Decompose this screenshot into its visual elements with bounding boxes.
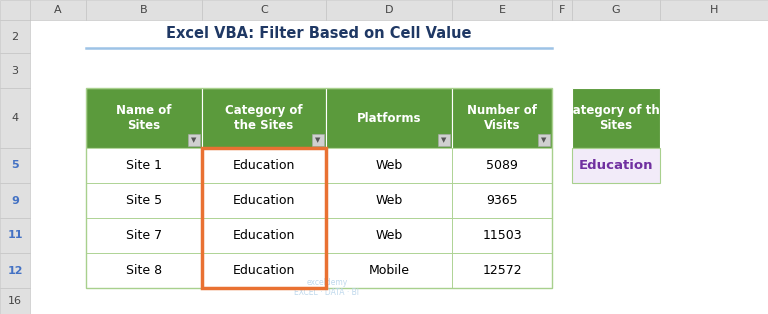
Text: Education: Education <box>233 194 295 207</box>
Text: Web: Web <box>376 229 402 242</box>
Text: Web: Web <box>376 194 402 207</box>
Bar <box>452 253 552 288</box>
Bar <box>0 53 30 88</box>
Bar <box>326 88 452 148</box>
Bar <box>452 183 552 218</box>
Bar <box>86 0 202 20</box>
Bar <box>326 218 452 253</box>
Bar <box>312 134 324 146</box>
Bar <box>326 0 452 20</box>
Bar <box>572 88 660 148</box>
Text: G: G <box>611 5 621 15</box>
Bar <box>660 0 768 20</box>
Bar <box>30 0 86 20</box>
Bar <box>0 20 30 53</box>
Text: Site 5: Site 5 <box>126 194 162 207</box>
Bar <box>188 134 200 146</box>
Text: Site 1: Site 1 <box>126 159 162 172</box>
Bar <box>0 218 30 253</box>
Text: 4: 4 <box>12 113 18 123</box>
Bar <box>452 0 552 20</box>
Bar <box>86 183 202 218</box>
Bar <box>202 253 326 288</box>
Text: F: F <box>559 5 565 15</box>
Text: C: C <box>260 5 268 15</box>
Bar <box>326 183 452 218</box>
Text: Excel VBA: Filter Based on Cell Value: Excel VBA: Filter Based on Cell Value <box>166 26 472 41</box>
Bar <box>86 218 202 253</box>
Text: H: H <box>710 5 718 15</box>
Text: ▼: ▼ <box>442 137 447 143</box>
Text: Number of
Visits: Number of Visits <box>467 104 537 132</box>
Text: 12: 12 <box>7 266 23 275</box>
Text: ▼: ▼ <box>541 137 547 143</box>
Bar <box>0 148 30 183</box>
Text: Name of
Sites: Name of Sites <box>116 104 172 132</box>
Bar <box>202 183 326 218</box>
Text: Mobile: Mobile <box>369 264 409 277</box>
Bar <box>572 148 660 183</box>
Text: Education: Education <box>579 159 654 172</box>
Bar <box>202 148 326 183</box>
Bar <box>86 88 202 148</box>
Text: 11503: 11503 <box>482 229 521 242</box>
Bar <box>326 148 452 183</box>
Bar <box>86 88 552 288</box>
Bar <box>452 218 552 253</box>
Text: 3: 3 <box>12 66 18 75</box>
Bar <box>0 253 30 288</box>
Bar <box>572 0 660 20</box>
Bar <box>202 88 326 148</box>
Text: ▼: ▼ <box>191 137 197 143</box>
Bar <box>0 88 30 148</box>
Text: Category of the
Sites: Category of the Sites <box>564 104 668 132</box>
Text: D: D <box>385 5 393 15</box>
Bar <box>452 148 552 183</box>
Text: Education: Education <box>233 264 295 277</box>
Bar <box>202 0 326 20</box>
Bar <box>438 134 450 146</box>
Bar <box>326 253 452 288</box>
Text: B: B <box>141 5 147 15</box>
Bar <box>0 0 30 20</box>
Text: 9: 9 <box>11 196 19 205</box>
Text: Category of
the Sites: Category of the Sites <box>225 104 303 132</box>
Text: Site 7: Site 7 <box>126 229 162 242</box>
Text: ▼: ▼ <box>316 137 321 143</box>
Bar <box>0 288 30 314</box>
Text: Platforms: Platforms <box>357 111 422 124</box>
Bar <box>538 134 550 146</box>
Bar <box>202 218 326 253</box>
Text: Education: Education <box>233 159 295 172</box>
Bar <box>552 0 572 20</box>
Text: A: A <box>55 5 61 15</box>
Text: 11: 11 <box>7 230 23 241</box>
Text: 2: 2 <box>12 31 18 41</box>
Text: 16: 16 <box>8 296 22 306</box>
Text: 9365: 9365 <box>486 194 518 207</box>
Text: 5089: 5089 <box>486 159 518 172</box>
Bar <box>0 183 30 218</box>
Text: Site 8: Site 8 <box>126 264 162 277</box>
Text: Web: Web <box>376 159 402 172</box>
Bar <box>452 88 552 148</box>
Bar <box>86 148 202 183</box>
Bar <box>202 148 326 288</box>
Text: E: E <box>498 5 505 15</box>
Text: Education: Education <box>233 229 295 242</box>
Text: exceldemy
EXCEL · DATA · BI: exceldemy EXCEL · DATA · BI <box>294 278 359 297</box>
Text: 12572: 12572 <box>482 264 521 277</box>
Text: 5: 5 <box>12 160 18 171</box>
Bar <box>86 253 202 288</box>
